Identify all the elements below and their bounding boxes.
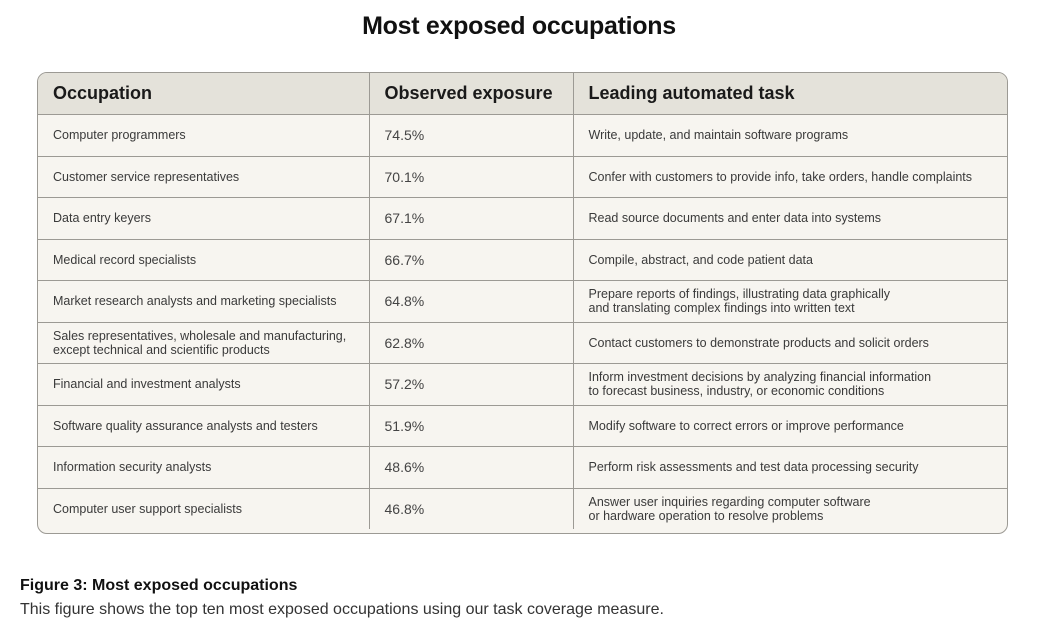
cell-exposure: 48.6%	[369, 446, 574, 489]
cell-occupation-line: Customer service representatives	[53, 169, 240, 184]
cell-task: Write, update, and maintain software pro…	[573, 114, 1007, 157]
cell-occupation: Data entry keyers	[38, 197, 370, 240]
cell-occupation: Computer programmers	[38, 114, 370, 157]
cell-exposure: 51.9%	[369, 405, 574, 447]
cell-exposure: 62.8%	[369, 322, 574, 364]
cell-task: Read source documents and enter data int…	[573, 197, 1007, 240]
table-row: Data entry keyers 67.1% Read source docume…	[38, 197, 1007, 240]
cell-task-line: Contact customers to demonstrate product…	[588, 335, 929, 350]
cell-occupation-line: except technical and scientific products	[53, 342, 270, 357]
table-row: Customer service representatives 70.1% Con…	[38, 156, 1007, 198]
table-row: Information security analysts 48.6% Perfor…	[38, 446, 1007, 489]
cell-occupation-line: Software quality assurance analysts and …	[53, 418, 318, 433]
cell-exposure: 70.1%	[369, 156, 574, 198]
column-header-task: Leading automated task	[573, 73, 1007, 115]
figure-caption-text: This figure shows the top ten most expos…	[20, 601, 664, 618]
occupations-table: Occupation Observed exposure Leading aut…	[37, 72, 1008, 534]
table-header-row: Occupation Observed exposure Leading aut…	[38, 73, 1007, 115]
cell-task: Modify software to correct errors or imp…	[573, 405, 1007, 447]
cell-task-line: Modify software to correct errors or imp…	[588, 418, 904, 433]
cell-occupation-line: Sales representatives, wholesale and man…	[53, 328, 347, 343]
cell-task-line: and translating complex findings into wr…	[588, 301, 855, 316]
table-row: Computer user support specialists 46.8% An…	[38, 488, 1007, 529]
table-row: Software quality assurance analysts and …	[38, 405, 1007, 447]
cell-task-line: Confer with customers to provide info, t…	[588, 169, 973, 184]
cell-exposure: 67.1%	[369, 197, 574, 240]
table: Occupation Observed exposure Leading aut…	[38, 73, 1007, 529]
cell-occupation-line: Market research analysts and marketing s…	[53, 294, 337, 309]
cell-occupation: Software quality assurance analysts and …	[38, 405, 370, 447]
cell-occupation: Customer service representatives	[38, 156, 370, 198]
cell-occupation-line: Medical record specialists	[53, 252, 197, 267]
cell-exposure: 57.2%	[369, 363, 574, 406]
cell-task-line: Write, update, and maintain software pro…	[588, 128, 849, 143]
cell-exposure: 46.8%	[369, 488, 574, 529]
cell-task-line: Answer user inquiries regarding computer…	[588, 494, 871, 509]
cell-occupation-line: Computer programmers	[53, 128, 186, 143]
cell-task: Inform investment decisions by analyzing…	[573, 363, 1007, 406]
cell-exposure: 74.5%	[369, 114, 574, 157]
cell-occupation: Market research analysts and marketing s…	[38, 280, 370, 323]
cell-task: Answer user inquiries regarding computer…	[573, 488, 1007, 529]
cell-task: Prepare reports of findings, illustratin…	[573, 280, 1007, 323]
cell-exposure: 64.8%	[369, 280, 574, 323]
page-title: Most exposed occupations	[362, 12, 676, 40]
cell-task: Confer with customers to provide info, t…	[573, 156, 1007, 198]
table-row: Medical record specialists 66.7% Compile, …	[38, 239, 1007, 281]
cell-occupation-line: Computer user support specialists	[53, 501, 242, 516]
cell-task: Perform risk assessments and test data p…	[573, 446, 1007, 489]
table-row: Computer programmers 74.5% Write, update, …	[38, 114, 1007, 157]
column-header-exposure: Observed exposure	[369, 73, 574, 115]
cell-task-line: Compile, abstract, and code patient data	[588, 252, 813, 267]
cell-occupation: Medical record specialists	[38, 239, 370, 281]
cell-task-line: or hardware operation to resolve problem…	[588, 508, 824, 523]
cell-task: Compile, abstract, and code patient data	[573, 239, 1007, 281]
cell-occupation: Financial and investment analysts	[38, 363, 370, 406]
cell-occupation-line: Information security analysts	[53, 460, 212, 475]
column-header-occupation: Occupation	[38, 73, 370, 115]
cell-occupation: Information security analysts	[38, 446, 370, 489]
cell-task-line: Perform risk assessments and test data p…	[588, 460, 919, 475]
cell-occupation: Computer user support specialists	[38, 488, 370, 529]
table-row: Sales representatives, wholesale and man…	[38, 322, 1007, 364]
cell-task: Contact customers to demonstrate product…	[573, 322, 1007, 364]
cell-task-line: Inform investment decisions by analyzing…	[588, 370, 932, 385]
figure-caption-title: Figure 3: Most exposed occupations	[20, 577, 298, 594]
table-row: Market research analysts and marketing s…	[38, 280, 1007, 323]
cell-task-line: Prepare reports of findings, illustratin…	[588, 287, 891, 302]
cell-occupation-line: Financial and investment analysts	[53, 377, 241, 392]
table-row: Financial and investment analysts 57.2% In…	[38, 363, 1007, 406]
cell-task-line: Read source documents and enter data int…	[588, 211, 882, 226]
cell-task-line: to forecast business, industry, or econo…	[588, 384, 885, 399]
cell-occupation-line: Data entry keyers	[53, 211, 151, 226]
cell-exposure: 66.7%	[369, 239, 574, 281]
cell-occupation: Sales representatives, wholesale and man…	[38, 322, 370, 364]
